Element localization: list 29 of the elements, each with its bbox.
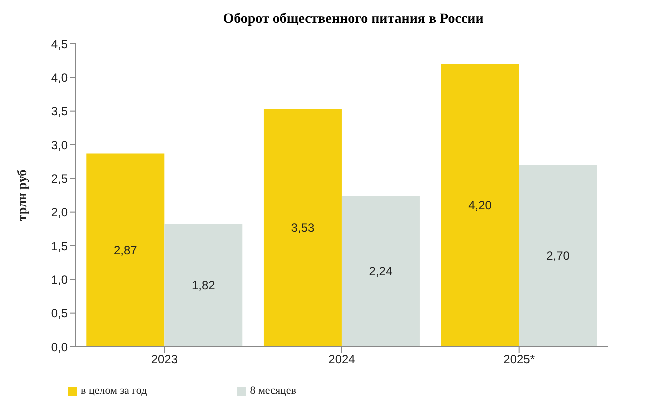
data-label: 2,24: [369, 264, 393, 279]
y-tick-label: 3,0: [51, 138, 68, 152]
x-tick-label: 2025*: [504, 352, 536, 367]
data-label: 1,82: [192, 278, 216, 293]
y-tick-label: 2,0: [51, 206, 68, 220]
bar: [441, 64, 520, 347]
legend-label: в целом за год: [81, 385, 148, 397]
bar: [86, 154, 165, 347]
y-tick-label: 0,5: [51, 306, 68, 321]
y-axis-title: трлн руб: [14, 169, 30, 222]
y-tick-label: 3,5: [51, 104, 68, 119]
data-label: 2,87: [114, 243, 138, 258]
bar: [342, 196, 420, 347]
y-tick-label: 4,5: [51, 37, 68, 52]
bar: [264, 109, 342, 347]
y-tick-label: 0,0: [51, 340, 68, 354]
bar: [164, 224, 243, 347]
y-tick-label: 1,0: [51, 272, 68, 287]
y-tick-label: 2,5: [51, 172, 68, 186]
data-label: 4,20: [468, 198, 492, 213]
data-label: 2,70: [546, 249, 570, 264]
x-tick-label: 2024: [328, 352, 356, 367]
data-label: 3,53: [291, 221, 315, 236]
bar: [519, 165, 598, 347]
chart-title: Оборот общественного питания в России: [222, 11, 485, 29]
y-tick-label: 1,5: [51, 239, 68, 254]
y-tick-label: 4,0: [51, 70, 68, 85]
x-tick-label: 2023: [151, 352, 178, 367]
legend-label: 8 месяцев: [250, 385, 296, 397]
